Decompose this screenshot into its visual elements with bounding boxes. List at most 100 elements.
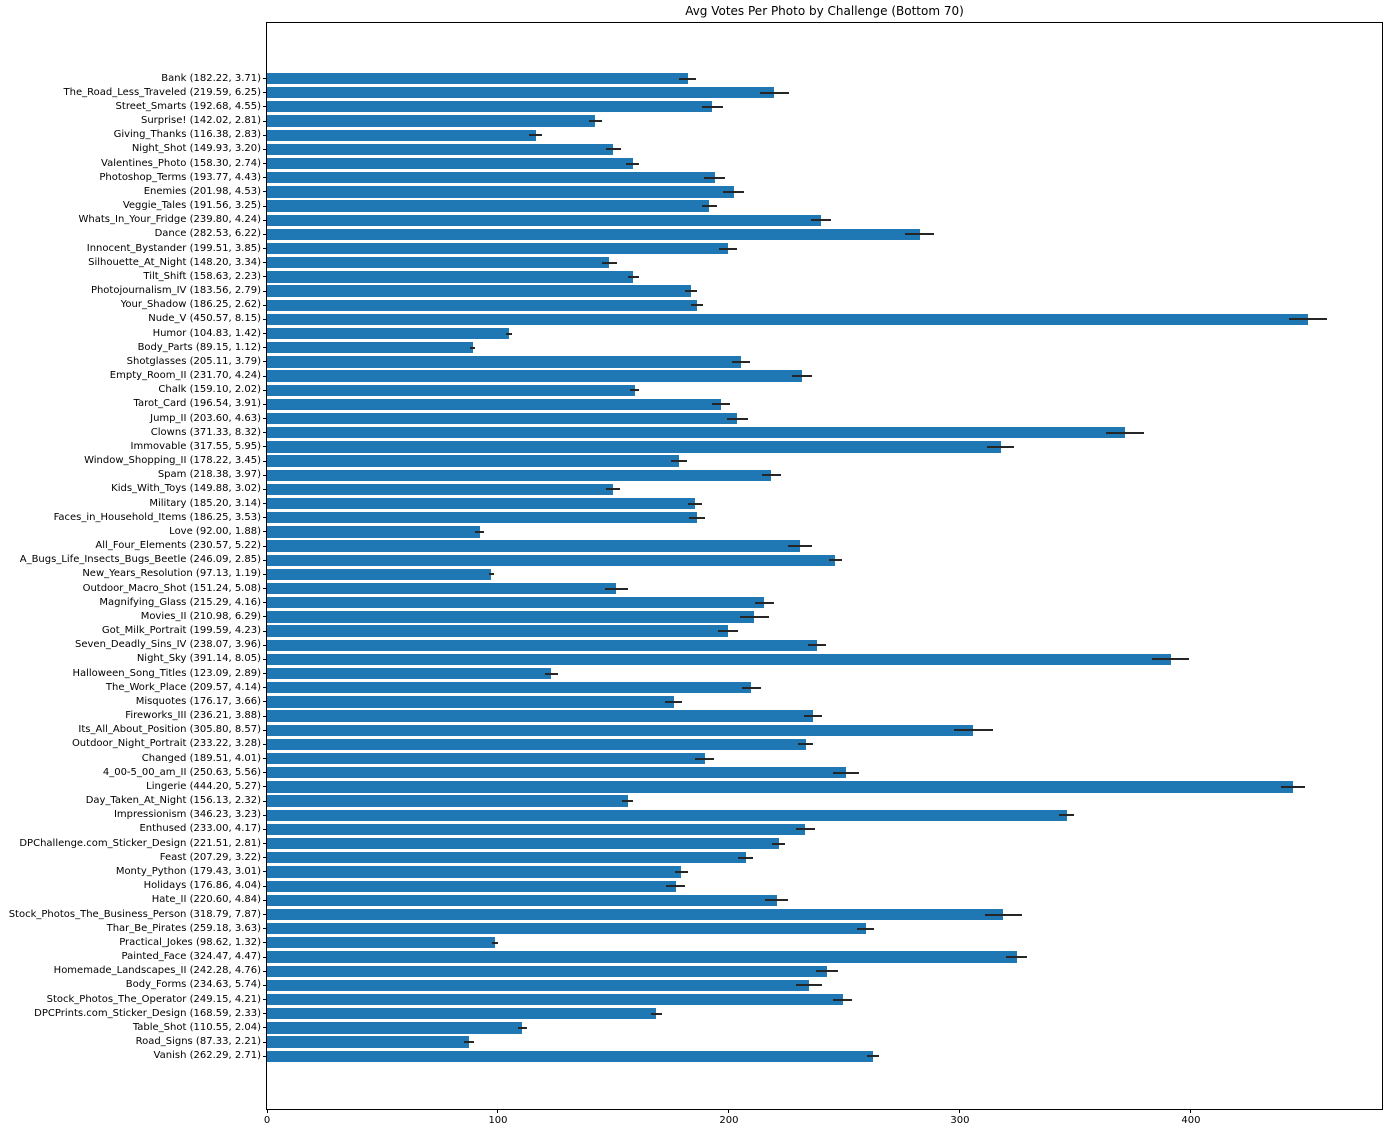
y-tick-label: Clowns (371.33, 8.32) <box>150 426 261 438</box>
y-tick-label: Enthused (233.00, 4.17) <box>139 823 261 835</box>
y-tick-label: Body_Parts (89.15, 1.12) <box>137 341 261 353</box>
y-axis-tick <box>263 517 267 519</box>
y-tick-label: Practical_Jokes (98.62, 1.32) <box>119 936 261 948</box>
y-axis-tick <box>263 871 267 873</box>
error-bar <box>1006 956 1027 958</box>
bar <box>267 1036 469 1048</box>
error-bar <box>832 998 853 1001</box>
bar <box>267 512 698 524</box>
y-tick-label: Movies_II (210.98, 6.29) <box>140 610 261 622</box>
error-bar <box>953 729 994 732</box>
bar <box>267 497 695 510</box>
y-tick-label: Silhouette_At_Night (148.20, 3.34) <box>88 256 261 268</box>
y-axis-tick <box>263 814 267 816</box>
error-bar <box>704 176 725 179</box>
bar <box>267 101 713 113</box>
error-bar <box>739 615 769 618</box>
y-axis-tick <box>263 687 267 689</box>
y-axis-tick <box>263 984 267 986</box>
y-tick-label: New_Years_Resolution (97.13, 1.19) <box>82 568 261 580</box>
y-axis-tick <box>263 389 267 391</box>
y-axis-tick <box>263 120 267 122</box>
y-axis-tick <box>263 148 267 150</box>
y-axis-tick <box>263 1027 267 1029</box>
y-tick-label: Tilt_Shift (158.63, 2.23) <box>143 270 261 282</box>
bar <box>267 838 779 850</box>
bar <box>267 979 809 991</box>
y-axis-tick <box>263 970 267 972</box>
y-axis-tick <box>263 432 267 434</box>
y-tick-label: Street_Smarts (192.68, 4.55) <box>115 100 261 112</box>
y-tick-label: Vanish (262.29, 2.71) <box>153 1050 261 1062</box>
y-tick-label: Misquotes (176.17, 3.66) <box>135 695 261 707</box>
y-axis-tick <box>263 375 267 377</box>
y-axis-tick <box>263 673 267 675</box>
y-tick-label: The_Work_Place (209.57, 4.14) <box>105 681 261 693</box>
y-axis-tick <box>263 134 267 136</box>
bar <box>267 327 510 340</box>
y-tick-label: Veggie_Tales (191.56, 3.25) <box>122 200 261 212</box>
y-axis-tick <box>263 92 267 94</box>
bar <box>267 384 635 396</box>
error-bar <box>601 261 618 264</box>
bar <box>267 937 495 949</box>
bar <box>267 1050 873 1062</box>
y-axis-tick <box>263 106 267 108</box>
x-axis-tick <box>959 1109 961 1113</box>
y-axis-tick <box>263 418 267 420</box>
error-bar <box>475 530 484 533</box>
bar <box>267 894 777 906</box>
y-tick-label: Body_Forms (234.63, 5.74) <box>125 979 261 991</box>
y-tick-label: Valentines_Photo (158.30, 2.74) <box>101 157 261 169</box>
bar <box>267 157 633 170</box>
bar <box>267 172 715 184</box>
error-bar <box>754 601 774 604</box>
bar <box>267 951 1017 963</box>
bar <box>267 752 705 765</box>
y-tick-label: Immovable (317.55, 5.95) <box>130 440 261 452</box>
y-axis-tick <box>263 800 267 802</box>
y-tick-label: Painted_Face (324.47, 4.47) <box>121 951 261 962</box>
y-tick-label: The_Road_Less_Traveled (219.59, 6.25) <box>63 86 261 98</box>
bar <box>267 356 741 368</box>
y-tick-label: Whats_In_Your_Fridge (239.80, 4.24) <box>78 214 261 226</box>
error-bar <box>811 219 831 222</box>
error-bar <box>463 1041 474 1044</box>
bar <box>267 313 1308 326</box>
bar <box>267 923 866 935</box>
y-tick-label: DPChallenge.com_Sticker_Design (221.51, … <box>19 837 261 849</box>
error-bar <box>505 332 513 335</box>
y-tick-label: Dance (282.53, 6.22) <box>154 228 261 240</box>
y-tick-label: Photoshop_Terms (193.77, 4.43) <box>99 171 261 183</box>
bar <box>267 370 803 382</box>
error-bar <box>1105 431 1144 434</box>
y-tick-label: Jump_II (203.60, 4.63) <box>150 412 261 424</box>
y-axis-tick <box>263 857 267 859</box>
bar <box>267 809 1067 821</box>
y-axis-tick <box>263 276 267 278</box>
error-bar <box>666 885 685 888</box>
bar <box>267 1022 523 1034</box>
error-bar <box>1151 658 1190 661</box>
error-bar <box>723 190 744 193</box>
y-axis-tick <box>263 885 267 887</box>
bar <box>267 129 536 141</box>
error-bar <box>605 148 621 151</box>
y-tick-label: Halloween_Song_Titles (123.09, 2.89) <box>72 667 261 679</box>
bar <box>267 257 610 269</box>
y-axis-tick <box>263 602 267 604</box>
bar <box>267 469 772 481</box>
y-tick-label: Tarot_Card (196.54, 3.91) <box>133 398 262 410</box>
bar <box>267 554 836 566</box>
error-bar <box>905 233 934 236</box>
y-axis-tick <box>263 786 267 788</box>
y-axis-tick <box>263 658 267 660</box>
y-axis-tick <box>263 942 267 944</box>
y-tick-label: Table_Shot (110.55, 2.04) <box>132 1021 261 1033</box>
error-bar <box>701 205 717 208</box>
y-axis-tick <box>263 928 267 930</box>
y-tick-label: Night_Sky (391.14, 8.05) <box>136 653 261 665</box>
error-bar <box>629 389 640 392</box>
y-tick-label: Fireworks_III (236.21, 3.88) <box>125 710 261 722</box>
